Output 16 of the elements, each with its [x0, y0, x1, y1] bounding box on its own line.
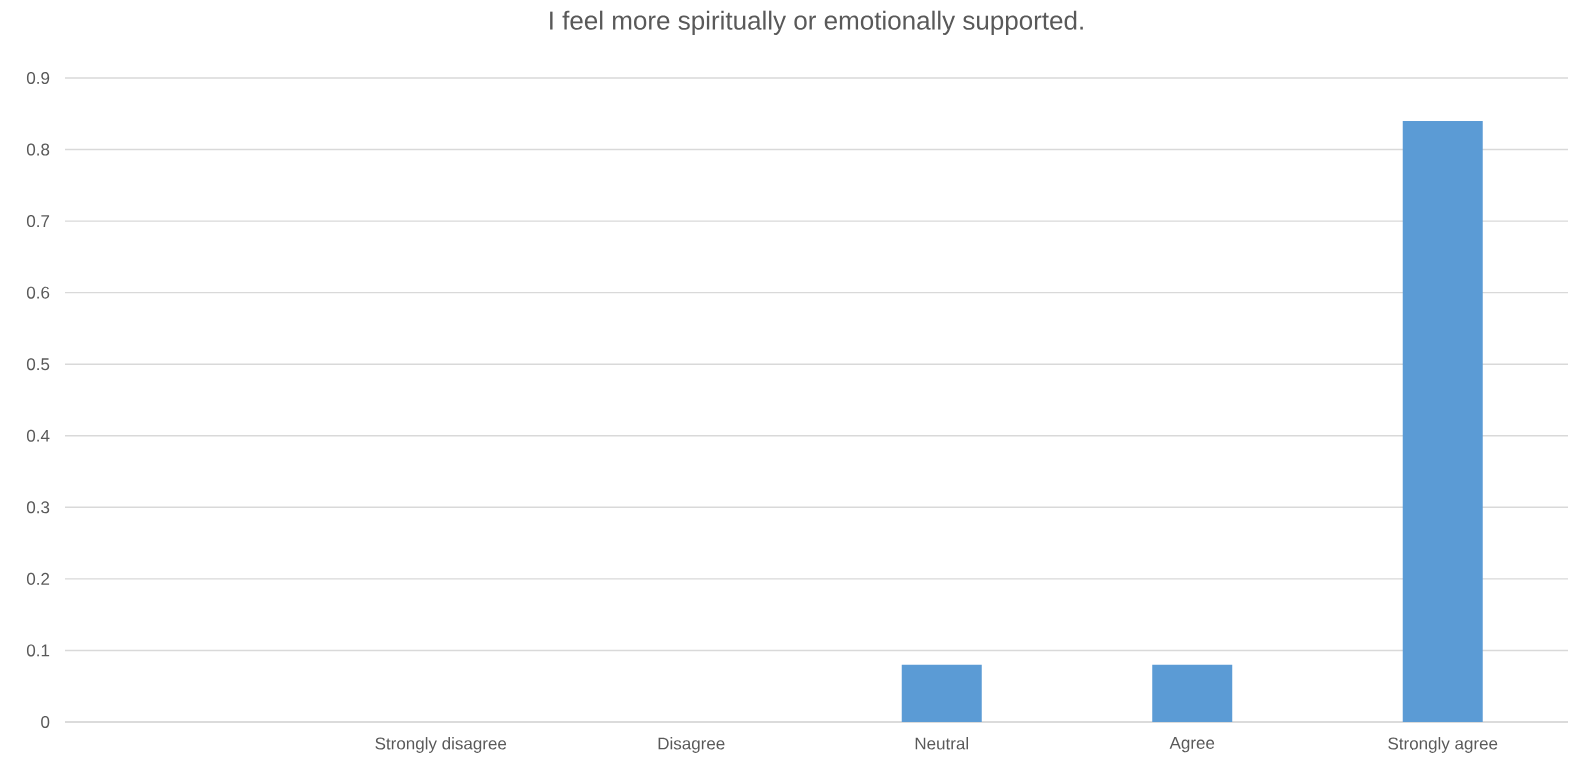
y-tick-label: 0.7 [26, 215, 50, 228]
y-tick-label: 0 [41, 715, 50, 728]
y-tick-label: 0.1 [26, 644, 50, 657]
x-tick-label: Strongly agree [1388, 737, 1498, 753]
y-tick-label: 0.3 [26, 501, 50, 514]
y-tick-label: 0.6 [26, 286, 50, 299]
x-tick-label: Agree [1169, 737, 1215, 753]
x-tick-label: Neutral [915, 737, 968, 750]
x-tick-label: Disagree [658, 737, 725, 753]
y-tick-label: 0.5 [26, 358, 50, 371]
y-tick-label: 0.8 [26, 143, 50, 156]
x-tick-label: Strongly disagree [375, 737, 507, 753]
y-tick-label: 0.2 [26, 572, 50, 585]
y-tick-label: 0.9 [26, 71, 50, 84]
y-tick-label: 0.4 [26, 429, 50, 442]
chart-title: I feel more spiritually or emotionally supported. [550, 10, 1083, 35]
